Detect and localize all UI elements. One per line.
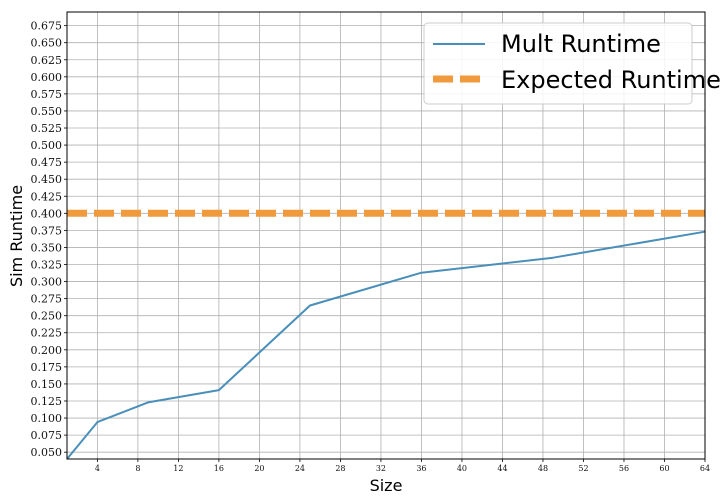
x-tick-label: 28 [335,464,345,473]
x-tick-label: 16 [214,464,224,473]
y-tick-label: 0.200 [31,344,63,357]
x-tick-label: 60 [659,464,669,473]
y-tick-label: 0.050 [31,446,63,459]
y-tick-label: 0.125 [31,395,63,408]
legend: Mult Runtime Expected Runtime [423,22,720,105]
y-tick-label: 0.650 [31,37,63,50]
y-tick-label: 0.400 [31,207,63,220]
legend-label-expected-runtime: Expected Runtime [501,66,720,94]
x-tick-label: 52 [578,464,588,473]
x-axis-ticks: 4 8 12 16 20 24 28 32 36 40 44 48 52 56 60 64 [95,459,710,473]
y-tick-label: 0.225 [31,327,63,340]
y-tick-label: 0.625 [31,54,63,67]
x-tick-label: 36 [416,464,426,473]
y-tick-label: 0.275 [31,293,63,306]
y-tick-label: 0.350 [31,241,63,254]
x-tick-label: 24 [295,464,305,473]
y-tick-label: 0.175 [31,361,63,374]
y-tick-label: 0.525 [31,122,63,135]
y-tick-label: 0.675 [31,20,63,33]
series-layer [66,209,706,460]
y-tick-label: 0.075 [31,429,63,442]
x-tick-label: 4 [95,464,100,473]
x-tick-label: 12 [173,464,183,473]
y-axis-ticks: 0.050 0.075 0.100 0.125 0.150 0.175 0.200 0.225… [31,20,67,459]
grid [67,12,706,459]
x-tick-label: 40 [457,464,467,473]
y-tick-label: 0.150 [31,378,63,391]
y-tick-label: 0.575 [31,88,63,101]
legend-box [423,22,693,105]
x-tick-label: 48 [538,464,548,473]
y-tick-label: 0.250 [31,310,63,323]
x-axis-label: Size [370,476,403,495]
y-tick-label: 0.425 [31,190,63,203]
y-tick-label: 0.500 [31,139,63,152]
y-tick-label: 0.600 [31,71,63,84]
y-tick-label: 0.450 [31,173,63,186]
x-tick-label: 32 [376,464,386,473]
y-axis-label: Sim Runtime [7,185,26,287]
y-tick-label: 0.375 [31,224,63,237]
y-tick-label: 0.325 [31,259,63,272]
x-tick-label: 64 [700,464,710,473]
y-tick-label: 0.475 [31,156,63,169]
x-tick-label: 56 [619,464,629,473]
y-tick-label: 0.100 [31,412,63,425]
x-tick-label: 8 [135,464,140,473]
y-tick-label: 0.300 [31,276,63,289]
x-tick-label: 20 [254,464,264,473]
plot-frame [66,11,706,460]
y-tick-label: 0.550 [31,105,63,118]
series-line-mult-runtime [66,230,706,460]
legend-label-mult-runtime: Mult Runtime [501,30,661,58]
x-tick-label: 44 [497,464,507,473]
